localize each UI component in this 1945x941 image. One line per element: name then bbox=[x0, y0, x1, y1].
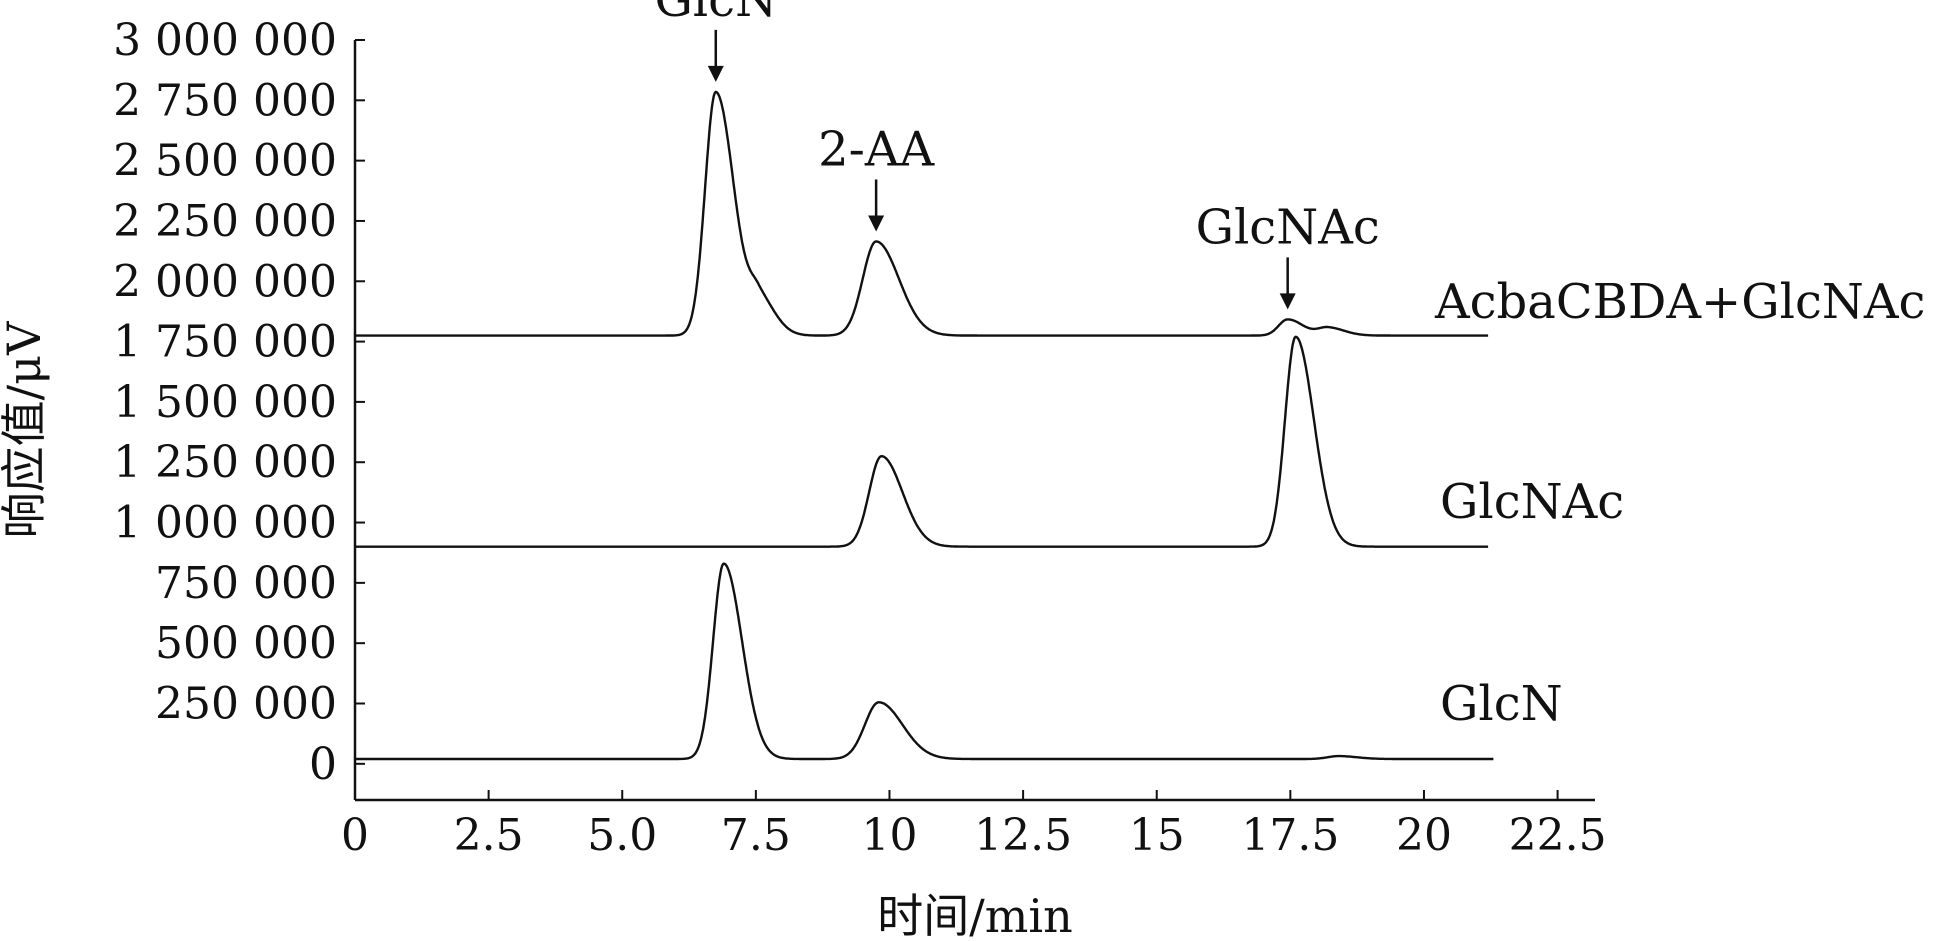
series-label: GlcNAc bbox=[1440, 474, 1624, 530]
y-tick-label: 2 750 000 bbox=[113, 75, 337, 126]
annotation-label: 2-AA bbox=[818, 121, 935, 177]
annotation-label: GlcN bbox=[654, 0, 777, 28]
x-axis-title: 时间/min bbox=[877, 889, 1072, 941]
axes: 0 250 000 500 000 750 000 1 000 000 1 250 000… bbox=[113, 15, 1607, 861]
series-label: AcbaCBDA+GlcNAc bbox=[1434, 274, 1925, 330]
annotation-arrow-head bbox=[1279, 293, 1296, 310]
x-tick-label: 22.5 bbox=[1509, 810, 1607, 861]
traces bbox=[354, 90, 1494, 761]
x-tick-label: 2.5 bbox=[454, 810, 524, 861]
y-tick-label: 1 750 000 bbox=[113, 317, 337, 368]
trace-glcn bbox=[354, 562, 1494, 761]
series-label: GlcN bbox=[1440, 676, 1563, 732]
x-tick-label: 7.5 bbox=[721, 810, 791, 861]
y-axis-title: 响应值/μV bbox=[0, 321, 51, 538]
trace-acbacbda-glcnac bbox=[354, 90, 1489, 337]
y-tick-label: 750 000 bbox=[155, 558, 337, 609]
y-tick-label: 2 250 000 bbox=[113, 196, 337, 247]
y-tick-label: 1 250 000 bbox=[113, 437, 337, 488]
x-tick-label: 5.0 bbox=[587, 810, 657, 861]
annotations: GlcN 2-AA GlcNAc bbox=[654, 0, 1380, 310]
y-tick-label: 0 bbox=[309, 739, 337, 790]
y-tick-label: 500 000 bbox=[155, 618, 337, 669]
x-tick-label: 12.5 bbox=[974, 810, 1072, 861]
y-tick-label: 1 500 000 bbox=[113, 377, 337, 428]
annotation-label: GlcNAc bbox=[1196, 199, 1380, 255]
x-tick-label: 20 bbox=[1396, 810, 1452, 861]
x-tick-label: 15 bbox=[1129, 810, 1185, 861]
x-tick-label: 17.5 bbox=[1241, 810, 1339, 861]
annotation-arrow-head bbox=[707, 65, 724, 82]
x-tick-label: 0 bbox=[341, 810, 369, 861]
series-labels: GlcN GlcNAc AcbaCBDA+GlcNAc bbox=[1434, 274, 1925, 732]
y-tick-label: 250 000 bbox=[155, 678, 337, 729]
y-tick-label: 2 000 000 bbox=[113, 256, 337, 307]
y-tick-label: 2 500 000 bbox=[113, 136, 337, 187]
y-tick-label: 1 000 000 bbox=[113, 498, 337, 549]
annotation-arrow-head bbox=[868, 215, 885, 232]
x-tick-label: 10 bbox=[861, 810, 917, 861]
trace-glcnac bbox=[354, 335, 1489, 548]
y-tick-label: 3 000 000 bbox=[113, 15, 337, 66]
